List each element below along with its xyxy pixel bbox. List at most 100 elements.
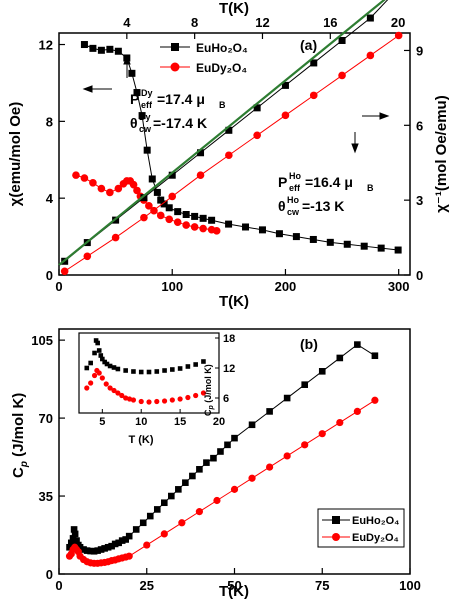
- i-point: [100, 356, 105, 362]
- svg-text:θ: θ: [130, 115, 138, 131]
- inset-ylabel: Cp (J/mol K): [203, 364, 215, 416]
- svg-text:Dy: Dy: [141, 88, 153, 98]
- i-series-0: [84, 338, 206, 375]
- b-point: [213, 496, 221, 505]
- svg-text:Ho: Ho: [287, 195, 299, 205]
- a-point: [281, 81, 289, 89]
- panel-b-legend: EuHo₂O₄ EuDy₂O₄: [317, 508, 405, 548]
- i-point: [93, 338, 99, 343]
- i-point: [103, 381, 109, 387]
- a-point: [114, 47, 122, 55]
- a-point: [310, 59, 318, 67]
- i-point: [138, 369, 144, 375]
- i-point: [146, 399, 152, 405]
- b-point: [143, 541, 151, 549]
- a-point: [191, 212, 199, 220]
- b-ytick-label: 0: [46, 567, 53, 582]
- b-point: [104, 543, 112, 551]
- a-point: [366, 14, 374, 22]
- b-point: [178, 519, 186, 527]
- a-rtick-label: 6: [416, 118, 423, 133]
- i-xtick-label: 20: [213, 416, 225, 428]
- b-ytick-label: 35: [39, 489, 53, 504]
- a-xtick-label: 100: [161, 279, 183, 294]
- panel-b-label: (b): [300, 336, 318, 352]
- a-point: [148, 175, 156, 183]
- i-point: [154, 398, 160, 405]
- a-rtick-label: 9: [416, 43, 423, 58]
- b-point: [118, 537, 126, 544]
- i-point: [107, 363, 113, 369]
- b-point: [266, 408, 273, 415]
- inset-x-ticks: 5 10 15 20: [99, 409, 225, 428]
- a-point: [129, 180, 138, 189]
- b-point: [71, 530, 79, 538]
- i-point: [84, 385, 90, 391]
- i-point: [123, 395, 129, 401]
- inset-xlabel: T (K): [128, 434, 153, 446]
- b-point: [101, 545, 108, 552]
- svg-text:cw: cw: [287, 207, 300, 217]
- b-point: [67, 539, 75, 547]
- panel-a-xlabel: T(K): [219, 293, 249, 310]
- dy-theta-annotation: θ Dy cw =-17.4 K: [130, 112, 207, 134]
- svg-text:B: B: [367, 183, 374, 193]
- a-point: [343, 240, 351, 248]
- panel-a-series: [58, 0, 403, 276]
- a-point: [212, 227, 221, 235]
- i-point: [130, 397, 137, 403]
- i-ytick-label: 18: [223, 333, 235, 345]
- b-point: [371, 396, 379, 404]
- a-series-4: [58, 0, 386, 266]
- panel-a-frame: [58, 32, 411, 276]
- inset-y-ticks: 6 12 18: [215, 333, 235, 405]
- a-point: [394, 31, 403, 40]
- a-point: [133, 186, 141, 195]
- i-ytick-label: 12: [223, 363, 235, 375]
- a-point: [153, 188, 161, 196]
- a-ytick-label: 8: [46, 114, 53, 129]
- b-point: [196, 466, 203, 473]
- a-point: [106, 45, 114, 53]
- a-point: [138, 112, 146, 120]
- a-point: [275, 230, 283, 238]
- legend-b-box: [317, 508, 405, 548]
- b-point: [203, 459, 210, 466]
- a-point: [140, 213, 148, 222]
- a-point: [199, 224, 207, 233]
- panel-a-ylabel: χ(emu/mol Oe): [7, 102, 24, 206]
- i-point: [146, 369, 152, 375]
- b-point: [73, 537, 80, 544]
- i-point: [154, 369, 160, 374]
- b-point: [231, 434, 238, 442]
- b-point: [283, 452, 291, 460]
- b-ytick-label: 70: [39, 411, 53, 426]
- b-xtick-label: 100: [399, 578, 421, 593]
- a-point: [60, 267, 69, 276]
- b-series-1: [65, 396, 379, 567]
- b-point: [70, 526, 78, 533]
- a-point: [173, 218, 182, 226]
- a-point: [225, 126, 233, 134]
- a-topxtick-label: 4: [123, 15, 131, 30]
- b-point: [146, 512, 154, 520]
- i-point: [119, 392, 125, 399]
- svg-text:eff: eff: [289, 183, 301, 193]
- i-point: [138, 398, 144, 405]
- legend-a-dy: EuDy₂O₄: [160, 61, 247, 75]
- b-point: [217, 448, 224, 455]
- i-point: [98, 353, 104, 358]
- panel-a-label: (a): [300, 37, 317, 53]
- b-point: [301, 381, 308, 388]
- a-point: [208, 216, 216, 224]
- a-topxtick-label: 16: [323, 15, 337, 30]
- b-point: [122, 536, 129, 543]
- i-point: [123, 368, 128, 373]
- a-ytick-label: 4: [46, 191, 54, 206]
- svg-text:=16.4 μ: =16.4 μ: [305, 174, 353, 190]
- i-point: [104, 361, 110, 367]
- b-point: [354, 341, 361, 348]
- a-point: [157, 196, 165, 204]
- a-point: [83, 252, 92, 261]
- b-point: [168, 492, 175, 500]
